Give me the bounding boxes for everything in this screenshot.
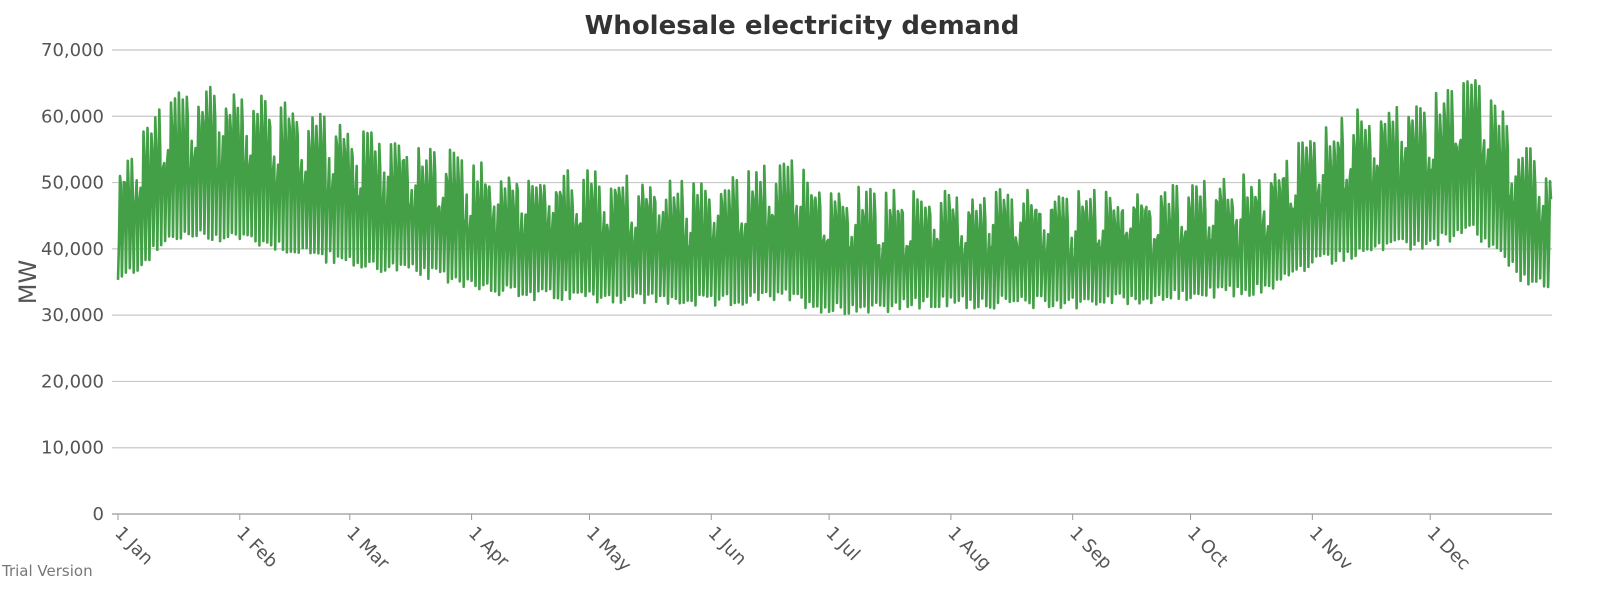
x-tick-label: 1 May bbox=[582, 523, 636, 577]
x-tick-label: 1 Sep bbox=[1065, 523, 1116, 574]
chart-title: Wholesale electricity demand bbox=[585, 11, 1020, 41]
x-tick-label: 1 Apr bbox=[464, 523, 513, 572]
y-tick-label: 10,000 bbox=[41, 438, 104, 459]
y-tick-label: 0 bbox=[93, 504, 104, 525]
watermark: Trial Version bbox=[2, 562, 93, 580]
x-tick-label: 1 Dec bbox=[1423, 523, 1475, 575]
y-tick-label: 60,000 bbox=[41, 106, 104, 127]
y-axis-label: MW bbox=[14, 260, 42, 304]
series-group bbox=[116, 79, 1553, 316]
x-tick-label: 1 Oct bbox=[1183, 523, 1232, 572]
x-tick-label: 1 Jul bbox=[822, 523, 864, 565]
x-tick-label: 1 Nov bbox=[1305, 523, 1357, 575]
series-line bbox=[116, 79, 1553, 316]
x-tick-label: 1 Jun bbox=[704, 523, 751, 570]
y-tick-label: 20,000 bbox=[41, 371, 104, 392]
y-tick-label: 70,000 bbox=[41, 40, 104, 61]
x-tick-label: 1 Jan bbox=[110, 523, 157, 570]
x-tick-label: 1 Feb bbox=[232, 523, 282, 573]
y-tick-label: 30,000 bbox=[41, 305, 104, 326]
y-tick-label: 50,000 bbox=[41, 173, 104, 194]
x-tick-label: 1 Mar bbox=[342, 523, 393, 574]
y-tick-label: 40,000 bbox=[41, 239, 104, 260]
x-tick-label: 1 Aug bbox=[943, 523, 995, 575]
x-axis: 1 Jan 1 Feb 1 Mar 1 Apr 1 May 1 Jun 1 Jul 1 Aug… bbox=[110, 514, 1474, 576]
y-axis-ticks: 0 10,000 20,000 30,000 40,000 50,000 60,000 70,… bbox=[41, 40, 104, 525]
